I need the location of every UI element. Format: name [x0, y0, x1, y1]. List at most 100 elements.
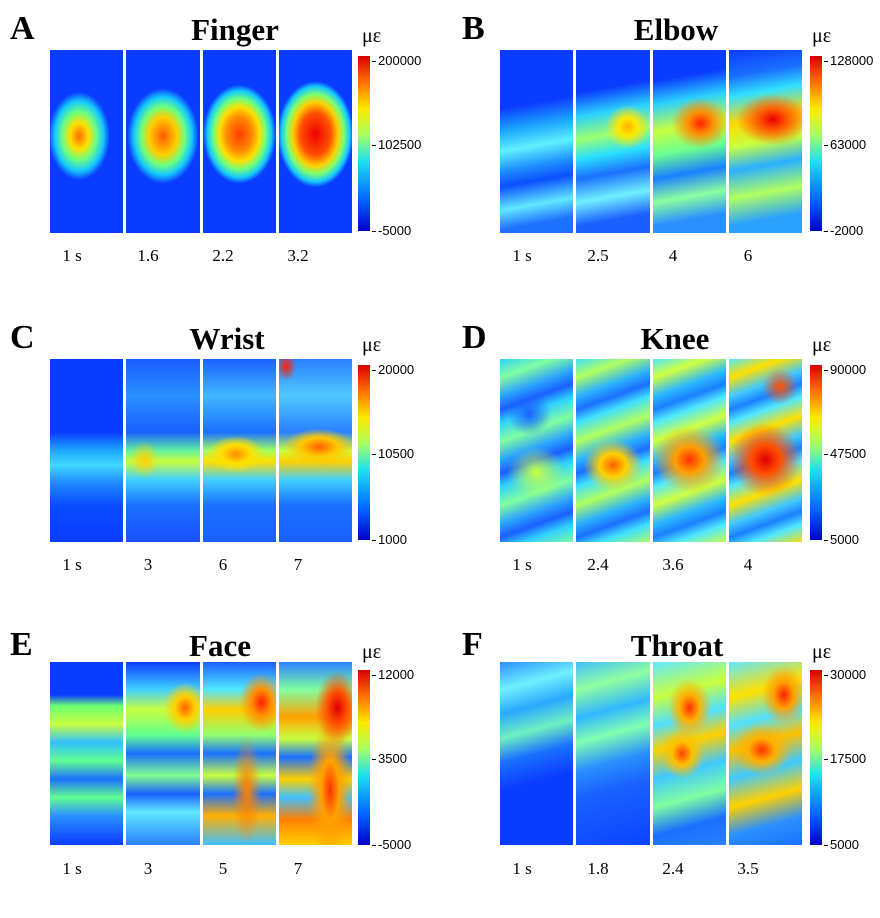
- strain-frame-3: [202, 662, 276, 845]
- strain-frame-4: [728, 359, 802, 542]
- colorbar: [810, 365, 822, 540]
- strain-frame-4: [728, 50, 802, 233]
- time-label: 3: [143, 555, 153, 574]
- strain-frame-2: [576, 359, 650, 542]
- strain-frame-1: [50, 359, 124, 542]
- colorbar-tick-mid: 10500: [371, 446, 415, 461]
- colorbar-tick-max: 30000: [823, 667, 867, 682]
- colorbar-tick-mid: 47500: [823, 446, 867, 461]
- panel-finger: A Finger με 200000 102500 -5000 1 s 1.6 …: [10, 12, 440, 302]
- strain-map-frames: [50, 662, 352, 845]
- strain-frame-1: [50, 50, 124, 233]
- strain-frame-2: [126, 50, 200, 233]
- strain-frame-1: [500, 50, 574, 233]
- unit-label: με: [362, 25, 382, 47]
- time-label: 1.8: [587, 859, 609, 878]
- panel-title: Finger: [191, 12, 279, 47]
- time-label: 4: [743, 555, 753, 574]
- panel-letter: B: [462, 10, 485, 47]
- colorbar-tick-mid: 17500: [823, 751, 867, 766]
- strain-frame-4: [278, 50, 352, 233]
- strain-frame-4: [278, 662, 352, 845]
- panel-title: Throat: [630, 628, 724, 663]
- colorbar-tick-min: -5000: [371, 837, 412, 852]
- panel-letter: A: [10, 10, 35, 47]
- colorbar-tick-min: -2000: [823, 223, 864, 238]
- time-label: 4: [668, 246, 678, 265]
- strain-map-frames: [500, 662, 802, 845]
- time-label: 1 s: [512, 555, 532, 574]
- colorbar-tick-mid: 102500: [371, 137, 422, 152]
- strain-frame-2: [576, 50, 650, 233]
- time-label: 3.6: [662, 555, 684, 574]
- strain-map-frames: [50, 359, 352, 542]
- strain-frame-3: [202, 50, 276, 233]
- strain-frame-2: [126, 359, 200, 542]
- time-label: 6: [218, 555, 228, 574]
- colorbar-tick-mid: 3500: [372, 751, 407, 766]
- unit-label: με: [362, 334, 382, 356]
- colorbar-tick-min: 5000: [824, 532, 859, 547]
- time-label: 6: [743, 246, 753, 265]
- time-label: 2.5: [587, 246, 609, 265]
- time-label: 7: [293, 555, 303, 574]
- colorbar: [358, 365, 370, 540]
- panel-throat: F Throat με 30000 17500 5000 1 s 1.8 2.4…: [462, 628, 880, 918]
- time-label: 7: [293, 859, 303, 878]
- colorbar-tick-max: 200000: [371, 53, 422, 68]
- colorbar: [810, 56, 822, 231]
- colorbar-tick-min: -5000: [371, 223, 412, 238]
- panel-face: E Face με 12000 3500 -5000 1 s 3 5 7: [10, 628, 440, 918]
- time-label: 1 s: [62, 246, 82, 265]
- colorbar-tick-min: 1000: [372, 532, 407, 547]
- unit-label: με: [362, 641, 382, 663]
- strain-frame-1: [50, 662, 124, 845]
- colorbar: [358, 670, 370, 845]
- unit-label: με: [812, 25, 832, 47]
- panel-knee: D Knee με 90000 47500 5000 1 s 2.4 3.6 4: [462, 321, 880, 611]
- panel-title: Elbow: [633, 12, 719, 47]
- colorbar-tick-mid: 63000: [823, 137, 867, 152]
- strain-frame-2: [576, 662, 650, 845]
- panel-elbow: B Elbow με 128000 63000 -2000 1 s 2.5 4 …: [462, 12, 880, 302]
- time-label: 1 s: [512, 859, 532, 878]
- strain-frame-3: [652, 662, 726, 845]
- time-label: 2.4: [587, 555, 609, 574]
- strain-frame-4: [278, 359, 352, 542]
- unit-label: με: [812, 641, 832, 663]
- panel-wrist: C Wrist με 20000 10500 1000 1 s 3 6 7: [10, 321, 440, 611]
- time-label: 2.4: [662, 859, 684, 878]
- colorbar-tick-max: 20000: [371, 362, 415, 377]
- strain-map-frames: [500, 359, 802, 542]
- time-label: 1 s: [62, 859, 82, 878]
- colorbar-tick-max: 128000: [823, 53, 874, 68]
- colorbar: [810, 670, 822, 845]
- colorbar-tick-max: 12000: [371, 667, 415, 682]
- strain-map-frames: [50, 50, 352, 233]
- colorbar-tick-min: 5000: [824, 837, 859, 852]
- panel-title: Knee: [640, 321, 710, 356]
- time-label: 3.2: [287, 246, 309, 265]
- unit-label: με: [812, 334, 832, 356]
- strain-frame-1: [500, 359, 574, 542]
- time-label: 3: [143, 859, 153, 878]
- strain-frame-3: [202, 359, 276, 542]
- panel-letter: F: [462, 626, 483, 663]
- strain-map-frames: [500, 50, 802, 233]
- colorbar: [358, 56, 370, 231]
- panel-letter: C: [10, 319, 35, 356]
- panel-title: Wrist: [189, 321, 265, 356]
- strain-frame-4: [728, 662, 802, 845]
- strain-frame-3: [652, 359, 726, 542]
- time-label: 1.6: [137, 246, 159, 265]
- strain-frame-2: [126, 662, 200, 845]
- panel-letter: E: [10, 626, 33, 663]
- time-label: 3.5: [737, 859, 759, 878]
- time-label: 5: [218, 859, 228, 878]
- time-label: 1 s: [512, 246, 532, 265]
- strain-frame-1: [500, 662, 574, 845]
- time-label: 1 s: [62, 555, 82, 574]
- colorbar-tick-max: 90000: [823, 362, 867, 377]
- time-label: 2.2: [212, 246, 234, 265]
- panel-title: Face: [189, 628, 251, 663]
